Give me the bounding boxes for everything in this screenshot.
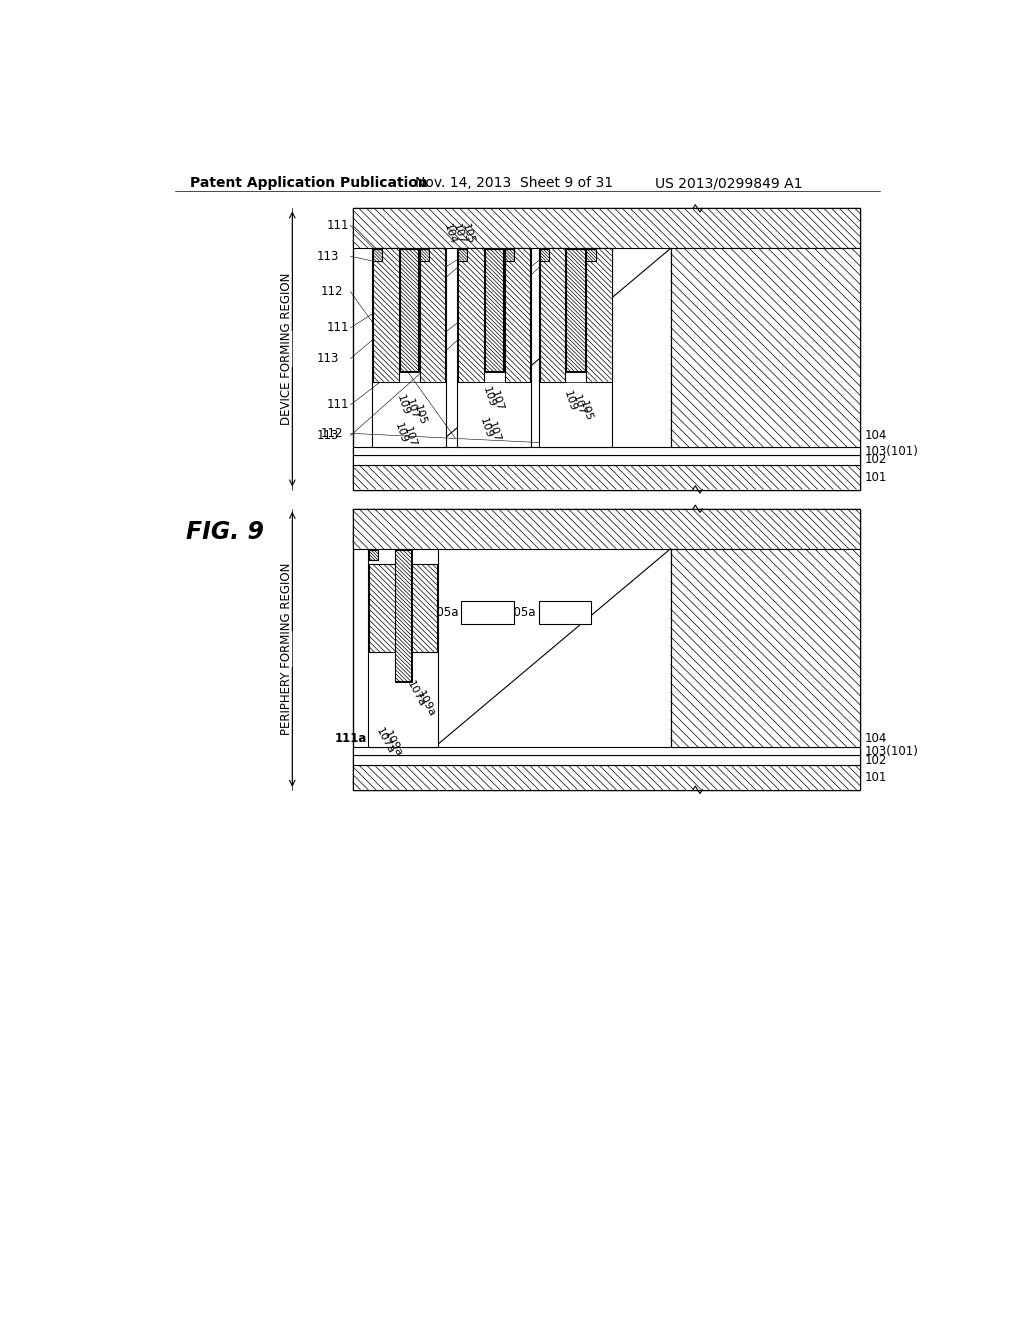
Text: 109a: 109a: [382, 730, 404, 759]
Bar: [394, 549, 412, 682]
Bar: [461, 601, 514, 624]
Text: 109: 109: [562, 389, 578, 413]
Text: 105: 105: [460, 222, 476, 246]
Text: 104: 104: [864, 731, 887, 744]
Text: 109: 109: [478, 416, 495, 440]
Text: 113: 113: [316, 352, 339, 366]
Text: 105a: 105a: [507, 606, 537, 619]
Text: 109: 109: [480, 385, 497, 409]
Bar: [352, 508, 860, 549]
Bar: [352, 209, 860, 490]
Text: 105a: 105a: [429, 606, 459, 619]
Text: 109: 109: [393, 421, 410, 445]
Text: 111: 111: [327, 399, 349, 412]
Bar: [505, 249, 514, 261]
Bar: [458, 249, 467, 261]
Text: 103(101): 103(101): [864, 445, 919, 458]
Bar: [458, 248, 484, 381]
Text: 102: 102: [864, 754, 887, 767]
Text: 113: 113: [316, 429, 339, 442]
Bar: [352, 209, 860, 248]
Bar: [373, 248, 399, 381]
Text: PERIPHERY FORMING REGION: PERIPHERY FORMING REGION: [280, 564, 293, 735]
Bar: [587, 249, 596, 261]
Text: 109: 109: [395, 393, 412, 416]
Bar: [565, 248, 586, 372]
Text: 107: 107: [401, 425, 418, 449]
Text: 111a: 111a: [334, 731, 367, 744]
Text: 111: 111: [327, 321, 349, 334]
Text: 109a: 109a: [415, 689, 436, 718]
Text: 101: 101: [864, 771, 887, 784]
Bar: [671, 549, 860, 747]
Bar: [587, 248, 611, 381]
Text: 107a: 107a: [375, 726, 396, 756]
Bar: [395, 549, 411, 681]
Bar: [399, 248, 419, 372]
Bar: [566, 249, 585, 371]
Text: US 2013/0299849 A1: US 2013/0299849 A1: [655, 176, 803, 190]
Bar: [671, 248, 860, 447]
Bar: [352, 465, 860, 490]
Text: 107: 107: [403, 397, 420, 420]
Text: 113: 113: [316, 249, 339, 263]
Bar: [539, 248, 612, 447]
Bar: [369, 549, 438, 747]
Text: 107a: 107a: [406, 680, 427, 709]
Bar: [369, 549, 378, 561]
Bar: [352, 766, 860, 789]
Text: 104: 104: [864, 429, 887, 442]
Bar: [420, 248, 445, 381]
Text: 103(101): 103(101): [864, 744, 919, 758]
Text: 107: 107: [452, 222, 467, 246]
Text: 104: 104: [442, 222, 458, 246]
Bar: [540, 249, 549, 261]
Text: 101: 101: [864, 471, 887, 483]
Text: 105: 105: [579, 400, 594, 422]
Bar: [369, 564, 437, 652]
Text: 107: 107: [489, 389, 505, 413]
Text: 112: 112: [321, 285, 343, 298]
Bar: [485, 249, 504, 371]
Bar: [540, 248, 565, 381]
Bar: [352, 747, 860, 755]
Bar: [373, 249, 382, 261]
Bar: [352, 447, 860, 455]
Text: 113: 113: [392, 645, 415, 659]
Bar: [539, 601, 592, 624]
Bar: [352, 508, 860, 789]
Bar: [372, 248, 445, 447]
Bar: [352, 755, 860, 766]
Bar: [484, 248, 504, 372]
Bar: [505, 248, 530, 381]
Bar: [399, 249, 418, 371]
Text: 107: 107: [570, 393, 587, 416]
Text: Patent Application Publication: Patent Application Publication: [190, 176, 428, 190]
Text: Nov. 14, 2013  Sheet 9 of 31: Nov. 14, 2013 Sheet 9 of 31: [415, 176, 613, 190]
Text: 107: 107: [486, 420, 502, 444]
Text: DEVICE FORMING REGION: DEVICE FORMING REGION: [280, 273, 293, 425]
Bar: [352, 455, 860, 465]
Text: 102: 102: [864, 453, 887, 466]
Text: 105: 105: [412, 404, 428, 426]
Text: FIG. 9: FIG. 9: [186, 520, 264, 544]
Bar: [420, 249, 429, 261]
Text: 111: 111: [327, 219, 349, 232]
Bar: [458, 248, 531, 447]
Text: 112: 112: [321, 426, 343, 440]
